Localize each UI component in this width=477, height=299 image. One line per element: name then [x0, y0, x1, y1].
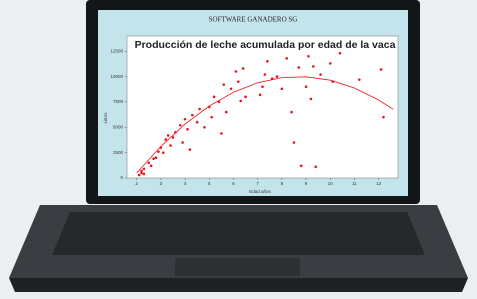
data-point [179, 124, 182, 127]
data-point [230, 87, 233, 90]
data-point [285, 57, 288, 60]
data-point [237, 80, 240, 83]
data-point [189, 148, 192, 151]
data-point [196, 121, 199, 124]
data-point [167, 134, 170, 137]
keyboard [52, 212, 425, 255]
data-point [143, 173, 146, 176]
data-point [157, 150, 160, 153]
data-point [261, 85, 264, 88]
data-point [266, 60, 269, 63]
data-point [181, 141, 184, 144]
data-point [239, 100, 242, 103]
data-point [235, 70, 238, 73]
data-point [305, 85, 308, 88]
data-point [218, 101, 221, 104]
data-point [186, 128, 189, 131]
data-point [329, 62, 332, 65]
data-point [290, 111, 293, 114]
x-tick-label: 10 [328, 181, 334, 186]
data-point [331, 80, 334, 83]
data-point [155, 156, 158, 159]
data-point [242, 67, 245, 70]
data-point [174, 131, 177, 134]
data-point [339, 52, 342, 55]
data-point [140, 170, 143, 173]
data-point [382, 116, 385, 119]
x-tick-label: 11 [352, 181, 357, 186]
laptop-photo: SOFTWARE GANADERO SG Producción de leche… [0, 0, 477, 299]
data-point [264, 73, 267, 76]
data-point [281, 87, 284, 90]
data-point [169, 144, 172, 147]
data-point [358, 78, 361, 81]
data-point [162, 151, 165, 154]
data-point [164, 138, 167, 141]
data-point [259, 94, 262, 97]
data-point [203, 126, 206, 129]
y-tick-label: 7500 [113, 99, 124, 104]
y-tick-label: 5000 [113, 124, 124, 129]
data-point [225, 111, 228, 114]
data-point [143, 168, 146, 171]
data-point [271, 77, 274, 80]
data-point [244, 96, 247, 99]
data-point [293, 141, 296, 144]
x-tick-label: 12 [376, 181, 382, 186]
data-point [147, 161, 150, 164]
data-point [208, 106, 211, 109]
data-point [213, 96, 216, 99]
data-point [138, 174, 141, 177]
data-point [312, 65, 315, 68]
y-axis-label: Litros [103, 112, 108, 124]
data-point [198, 108, 201, 111]
data-point [152, 157, 155, 160]
y-tick-label: 12500 [110, 48, 123, 53]
data-point [300, 165, 303, 168]
data-point [307, 55, 310, 58]
data-point [310, 98, 313, 101]
data-point [184, 118, 187, 121]
y-tick-label: 2500 [113, 150, 124, 155]
data-point [380, 68, 383, 71]
data-point [150, 165, 153, 168]
data-point [160, 146, 163, 149]
x-axis-label: Edad años [249, 189, 271, 194]
data-point [222, 83, 225, 86]
data-point [172, 136, 175, 139]
laptop-edge [9, 278, 468, 292]
data-point [276, 75, 279, 78]
app-header: SOFTWARE GANADERO SG [209, 16, 298, 24]
data-point [220, 132, 223, 135]
y-tick-label: 10000 [110, 74, 123, 79]
data-point [297, 66, 300, 69]
touchpad [175, 258, 300, 276]
data-point [319, 73, 322, 76]
plot-area [127, 36, 398, 178]
data-point [314, 166, 317, 169]
data-point [191, 114, 194, 117]
data-point [210, 116, 213, 119]
chart-title: Producción de leche acumulada por edad d… [135, 39, 396, 51]
